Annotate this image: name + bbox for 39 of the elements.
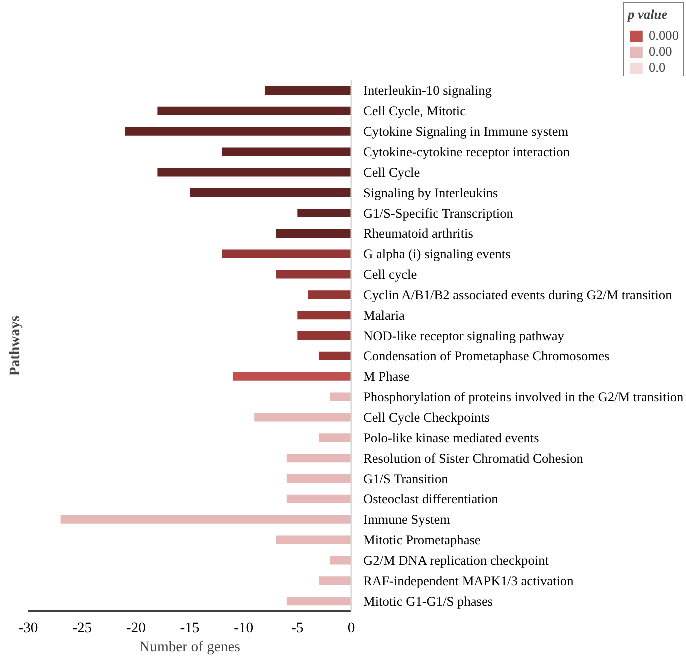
y-tick-label: Mitotic Prometaphase bbox=[364, 532, 481, 548]
x-tick-label: -25 bbox=[72, 620, 92, 636]
x-tick-label: 0 bbox=[348, 620, 356, 636]
x-tick-label: -10 bbox=[234, 620, 254, 636]
y-tick-label: Resolution of Sister Chromatid Cohesion bbox=[364, 450, 584, 466]
y-tick-label: G alpha (i) signaling events bbox=[364, 246, 511, 262]
x-tick-label: -30 bbox=[18, 620, 38, 636]
legend-label: 0.00 bbox=[649, 44, 672, 60]
legend-title: p value bbox=[628, 7, 669, 23]
y-tick-label: Cell Cycle bbox=[364, 164, 420, 180]
y-tick-label: Cytokine Signaling in Immune system bbox=[364, 124, 570, 140]
legend-label: 0.0 bbox=[649, 60, 667, 76]
y-tick-label: Cell cycle bbox=[364, 267, 418, 282]
legend-label: 0.000 bbox=[649, 28, 679, 44]
y-tick-label: Osteoclast differentiation bbox=[364, 492, 499, 507]
y-tick-label: Cell Cycle, Mitotic bbox=[364, 104, 466, 119]
y-tick-label: Cyclin A/B1/B2 associated events during G2/M transition bbox=[364, 287, 673, 302]
y-tick-label: M Phase bbox=[364, 369, 410, 384]
x-tick-label: -15 bbox=[180, 620, 200, 636]
y-tick-label: Rheumatoid arthritis bbox=[364, 226, 474, 242]
y-tick-label: Mitotic G1-G1/S phases bbox=[364, 594, 494, 609]
y-tick-label: Cytokine-cytokine receptor interaction bbox=[364, 144, 570, 160]
x-tick-label: -5 bbox=[292, 620, 304, 636]
y-axis-title: Pathways bbox=[8, 316, 24, 376]
x-axis-title: Number of genes bbox=[140, 640, 241, 656]
y-tick-label: G2/M DNA replication checkpoint bbox=[364, 552, 550, 568]
y-tick-label: Signaling by Interleukins bbox=[364, 185, 498, 200]
y-tick-label: RAF-independent MAPK1/3 activation bbox=[364, 573, 574, 588]
y-tick-label: G1/S Transition bbox=[364, 471, 449, 486]
y-tick-label: Interleukin-10 signaling bbox=[364, 83, 492, 98]
y-tick-label: Phosphorylation of proteins involved in the G2/M transition bbox=[364, 390, 684, 405]
y-tick-label: Immune System bbox=[364, 512, 452, 528]
y-tick-label: Condensation of Prometaphase Chromosomes bbox=[364, 348, 610, 364]
y-tick-label: Cell Cycle Checkpoints bbox=[364, 410, 490, 425]
y-tick-label: NOD-like receptor signaling pathway bbox=[364, 328, 565, 344]
y-tick-label: Malaria bbox=[364, 308, 406, 323]
x-tick-label: -20 bbox=[126, 620, 146, 636]
y-tick-label: Polo-like kinase mediated events bbox=[364, 430, 540, 446]
y-tick-label: G1/S-Specific Transcription bbox=[364, 206, 514, 221]
